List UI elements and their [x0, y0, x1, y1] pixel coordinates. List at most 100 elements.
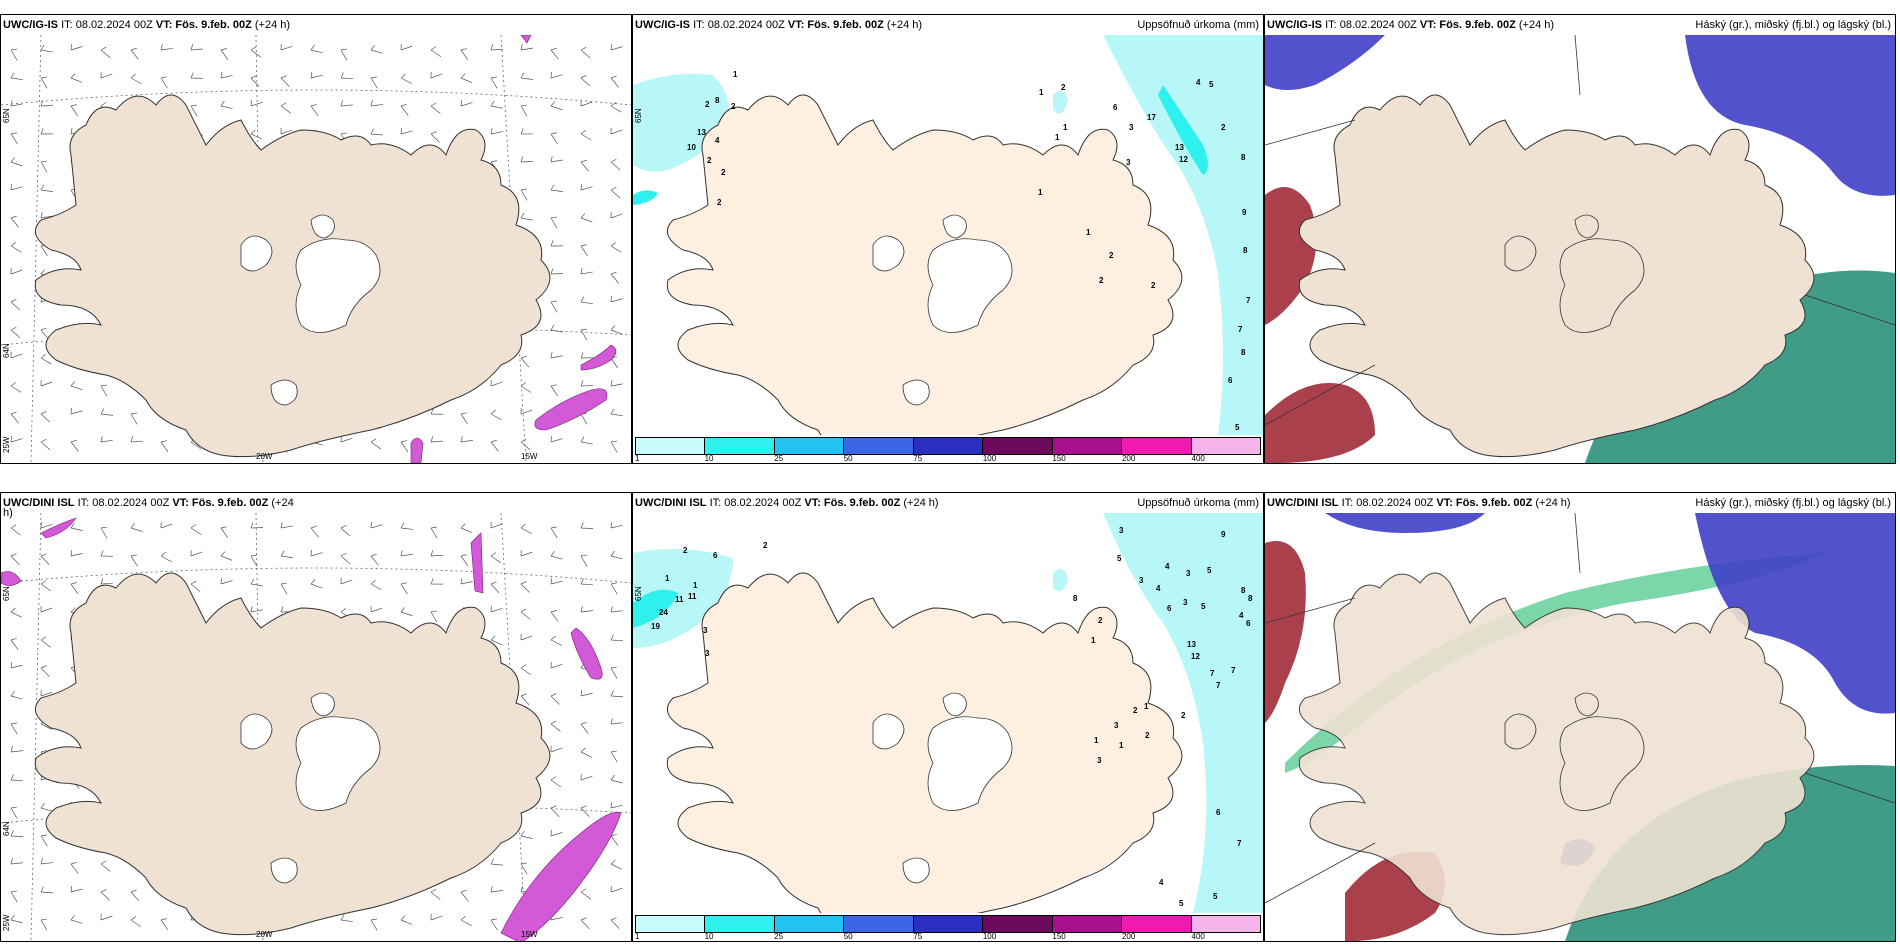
wind-barb: [460, 554, 469, 567]
wind-barb: [10, 157, 23, 167]
wind-barb: [370, 918, 378, 931]
wind-barb: [40, 411, 51, 423]
wind-barb: [520, 830, 533, 839]
wind-barb: [580, 888, 591, 900]
wind-barb: [490, 858, 503, 866]
wind-barb: [580, 554, 588, 567]
wind-barb: [10, 607, 22, 618]
wind-barb: [490, 439, 499, 452]
glaciers: [872, 692, 1013, 884]
panel-title: UWC/IG-IS IT: 08.02.2024 00Z VT: Fös. 9.…: [1265, 15, 1895, 35]
wind-barb: [400, 550, 413, 557]
wind-barb: [160, 76, 168, 89]
colorbar-label: 400: [1191, 454, 1205, 463]
precip-value: 2: [683, 546, 688, 555]
wind-barb: [520, 104, 528, 117]
wind-barb: [310, 525, 319, 538]
wind-barb: [550, 720, 561, 732]
wind-barb: [520, 523, 532, 534]
wind-barb: [610, 325, 623, 335]
wind-barb: [490, 379, 503, 387]
wind-barb: [370, 579, 382, 591]
wind-barb: [400, 522, 413, 530]
wind-barb: [520, 188, 528, 201]
precip-value: 4: [1239, 611, 1244, 620]
wind-barb: [10, 100, 23, 107]
precip-mid: [633, 85, 1208, 205]
precip-value: 2: [1099, 276, 1104, 285]
wind-barb: [10, 242, 22, 253]
model-name: UWC/IG-IS: [635, 19, 690, 31]
wind-barb: [100, 550, 114, 557]
precip-value: 5: [1179, 899, 1184, 908]
precip-value: 1: [1091, 636, 1096, 645]
wind-barb: [550, 610, 559, 622]
wind-barb: [490, 918, 498, 931]
wind-barb: [40, 553, 50, 566]
wind-barb: [70, 104, 79, 117]
title-continuation: h): [3, 507, 13, 519]
wind-barb: [520, 549, 533, 557]
precip-value: 2: [1109, 251, 1114, 260]
wind-barb: [580, 522, 594, 529]
wind-barb: [490, 886, 503, 893]
wind-barb: [520, 156, 534, 163]
wind-barb: [100, 860, 111, 872]
wind-barb: [610, 43, 623, 51]
wind-barb: [280, 102, 291, 114]
wind-barb: [580, 606, 593, 613]
precip-value: 9: [1221, 530, 1226, 539]
precip-value: 2: [1181, 711, 1186, 720]
wind-barb: [610, 550, 623, 560]
wind-barb: [160, 440, 169, 453]
wind-barb: [610, 834, 619, 846]
colorbar-cell: [774, 438, 845, 454]
colorbar-label: 25: [774, 932, 784, 941]
wind-barb: [610, 522, 623, 529]
wind-barb: [10, 890, 18, 903]
wind-map: 65N 64N 25W 20W 15W: [1, 35, 631, 463]
wind-barb: [130, 889, 140, 902]
precip-value: 13: [1187, 640, 1196, 649]
wind-barb: [430, 888, 441, 900]
init-time: IT: 08.02.2024 00Z: [693, 19, 785, 31]
colorbar-cell: [844, 916, 914, 932]
wind-barb: [430, 46, 442, 58]
wind-barb: [40, 44, 53, 53]
wind-barb: [610, 750, 618, 763]
init-time: IT: 08.02.2024 00Z: [709, 497, 802, 509]
gust-areas: [410, 35, 617, 463]
wind-barb: [400, 440, 409, 452]
wind-barb: [610, 242, 622, 253]
colorbar-label: 10: [704, 932, 714, 941]
wind-barb: [610, 666, 618, 679]
colorbar-label: 25: [774, 454, 784, 463]
precip-value: 6: [1167, 604, 1172, 613]
precip-colorbar: 1 10 25 50 75 100 150 200 400: [633, 913, 1263, 941]
precip-value: 3: [1126, 158, 1131, 167]
wind-barb: [220, 577, 233, 585]
wind-barb: [610, 295, 623, 303]
precip-value: 3: [1097, 756, 1102, 765]
wind-barb: [40, 327, 49, 340]
colorbar-cell: [1191, 916, 1260, 932]
precip-value: 5: [1117, 554, 1122, 563]
wind-barb: [430, 578, 444, 585]
precip-values: 1813102242221211633171312425898778651122…: [687, 70, 1251, 432]
wind-barb: [460, 578, 473, 585]
wind-barb: [70, 439, 79, 452]
wind-barb: [160, 521, 173, 529]
lon-label-15w: 15W: [521, 452, 538, 461]
wind-barb: [10, 830, 24, 837]
precip-value: 24: [659, 608, 668, 617]
wind-barb: [460, 915, 472, 927]
wind-barb: [10, 914, 23, 924]
wind-barb: [190, 44, 203, 51]
precip-value: 2: [1061, 83, 1066, 92]
wind-barb: [10, 722, 18, 735]
field-title: Háský (gr.), miðský (fj.bl.) og lágský (…: [1695, 497, 1891, 509]
iceland-coast: [666, 94, 1183, 435]
precip-map: 1813102242221211633171312425898778651122…: [633, 35, 1263, 435]
precip-value: 4: [1156, 584, 1161, 593]
